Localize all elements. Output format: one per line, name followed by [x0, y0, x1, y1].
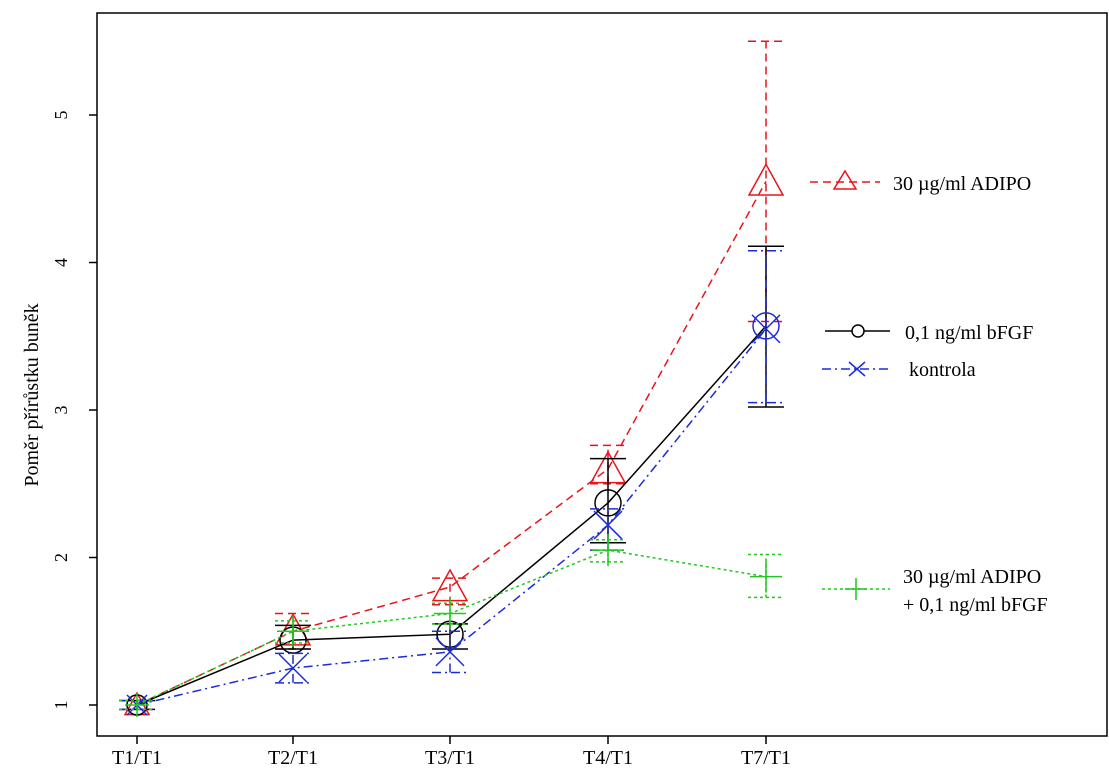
y-tick-label: 5	[51, 111, 71, 120]
plot-frame	[96, 12, 1108, 737]
x-tick-label: T4/T1	[583, 747, 633, 769]
y-tick-label: 2	[51, 553, 71, 562]
data-point-triangle	[747, 162, 785, 196]
series-2	[119, 249, 784, 716]
data-point-circle	[594, 489, 622, 517]
x-tick-label: T1/T1	[112, 747, 162, 769]
plus-marker-icon	[845, 578, 867, 600]
x-tick-label: T2/T1	[268, 747, 318, 769]
data-point-x	[435, 637, 465, 667]
y-tick-label: 3	[51, 406, 71, 415]
series-3	[119, 534, 784, 717]
x-tick-label: T7/T1	[741, 747, 791, 769]
y-axis: 1 2 3 4 5	[51, 111, 97, 710]
series-line	[136, 181, 767, 706]
legend-entry-bfgf: 0,1 ng/ml bFGF	[825, 322, 1033, 344]
x-marker-icon	[848, 361, 866, 377]
data-point-plus	[125, 693, 149, 717]
data-point-x	[593, 510, 623, 540]
data-point-plus	[434, 597, 466, 630]
legend-label: kontrola	[909, 359, 976, 381]
y-axis-label: Poměr přírůstku buněk	[21, 303, 43, 486]
data-point-x	[278, 653, 308, 683]
legend: 30 µg/ml ADIPO 0,1 ng/ml bFGF kontrola 3…	[810, 169, 1048, 616]
triangle-marker-icon	[832, 169, 858, 190]
x-axis: T1/T1 T2/T1 T3/T1 T4/T1 T7/T1	[112, 736, 791, 769]
series-layer	[119, 40, 785, 717]
x-tick-label: T3/T1	[425, 747, 475, 769]
series-1	[119, 245, 784, 716]
legend-label: 0,1 ng/ml bFGF	[905, 322, 1033, 344]
circle-marker-icon	[851, 324, 865, 338]
data-point-plus	[277, 615, 309, 648]
legend-entry-combo: 30 µg/ml ADIPO + 0,1 ng/ml bFGF	[822, 566, 1048, 616]
data-point-plus	[750, 560, 782, 593]
legend-entry-adipo: 30 µg/ml ADIPO	[810, 169, 1031, 195]
data-point-x	[751, 314, 781, 344]
legend-label: 30 µg/ml ADIPO	[893, 173, 1031, 195]
data-point-plus	[592, 534, 624, 567]
y-tick-label: 4	[51, 258, 71, 267]
legend-label: 30 µg/ml ADIPO	[903, 566, 1041, 588]
legend-label-line2: + 0,1 ng/ml bFGF	[903, 594, 1048, 616]
legend-entry-kontrola: kontrola	[822, 359, 976, 381]
y-tick-label: 1	[51, 701, 71, 710]
series-line	[136, 325, 767, 706]
